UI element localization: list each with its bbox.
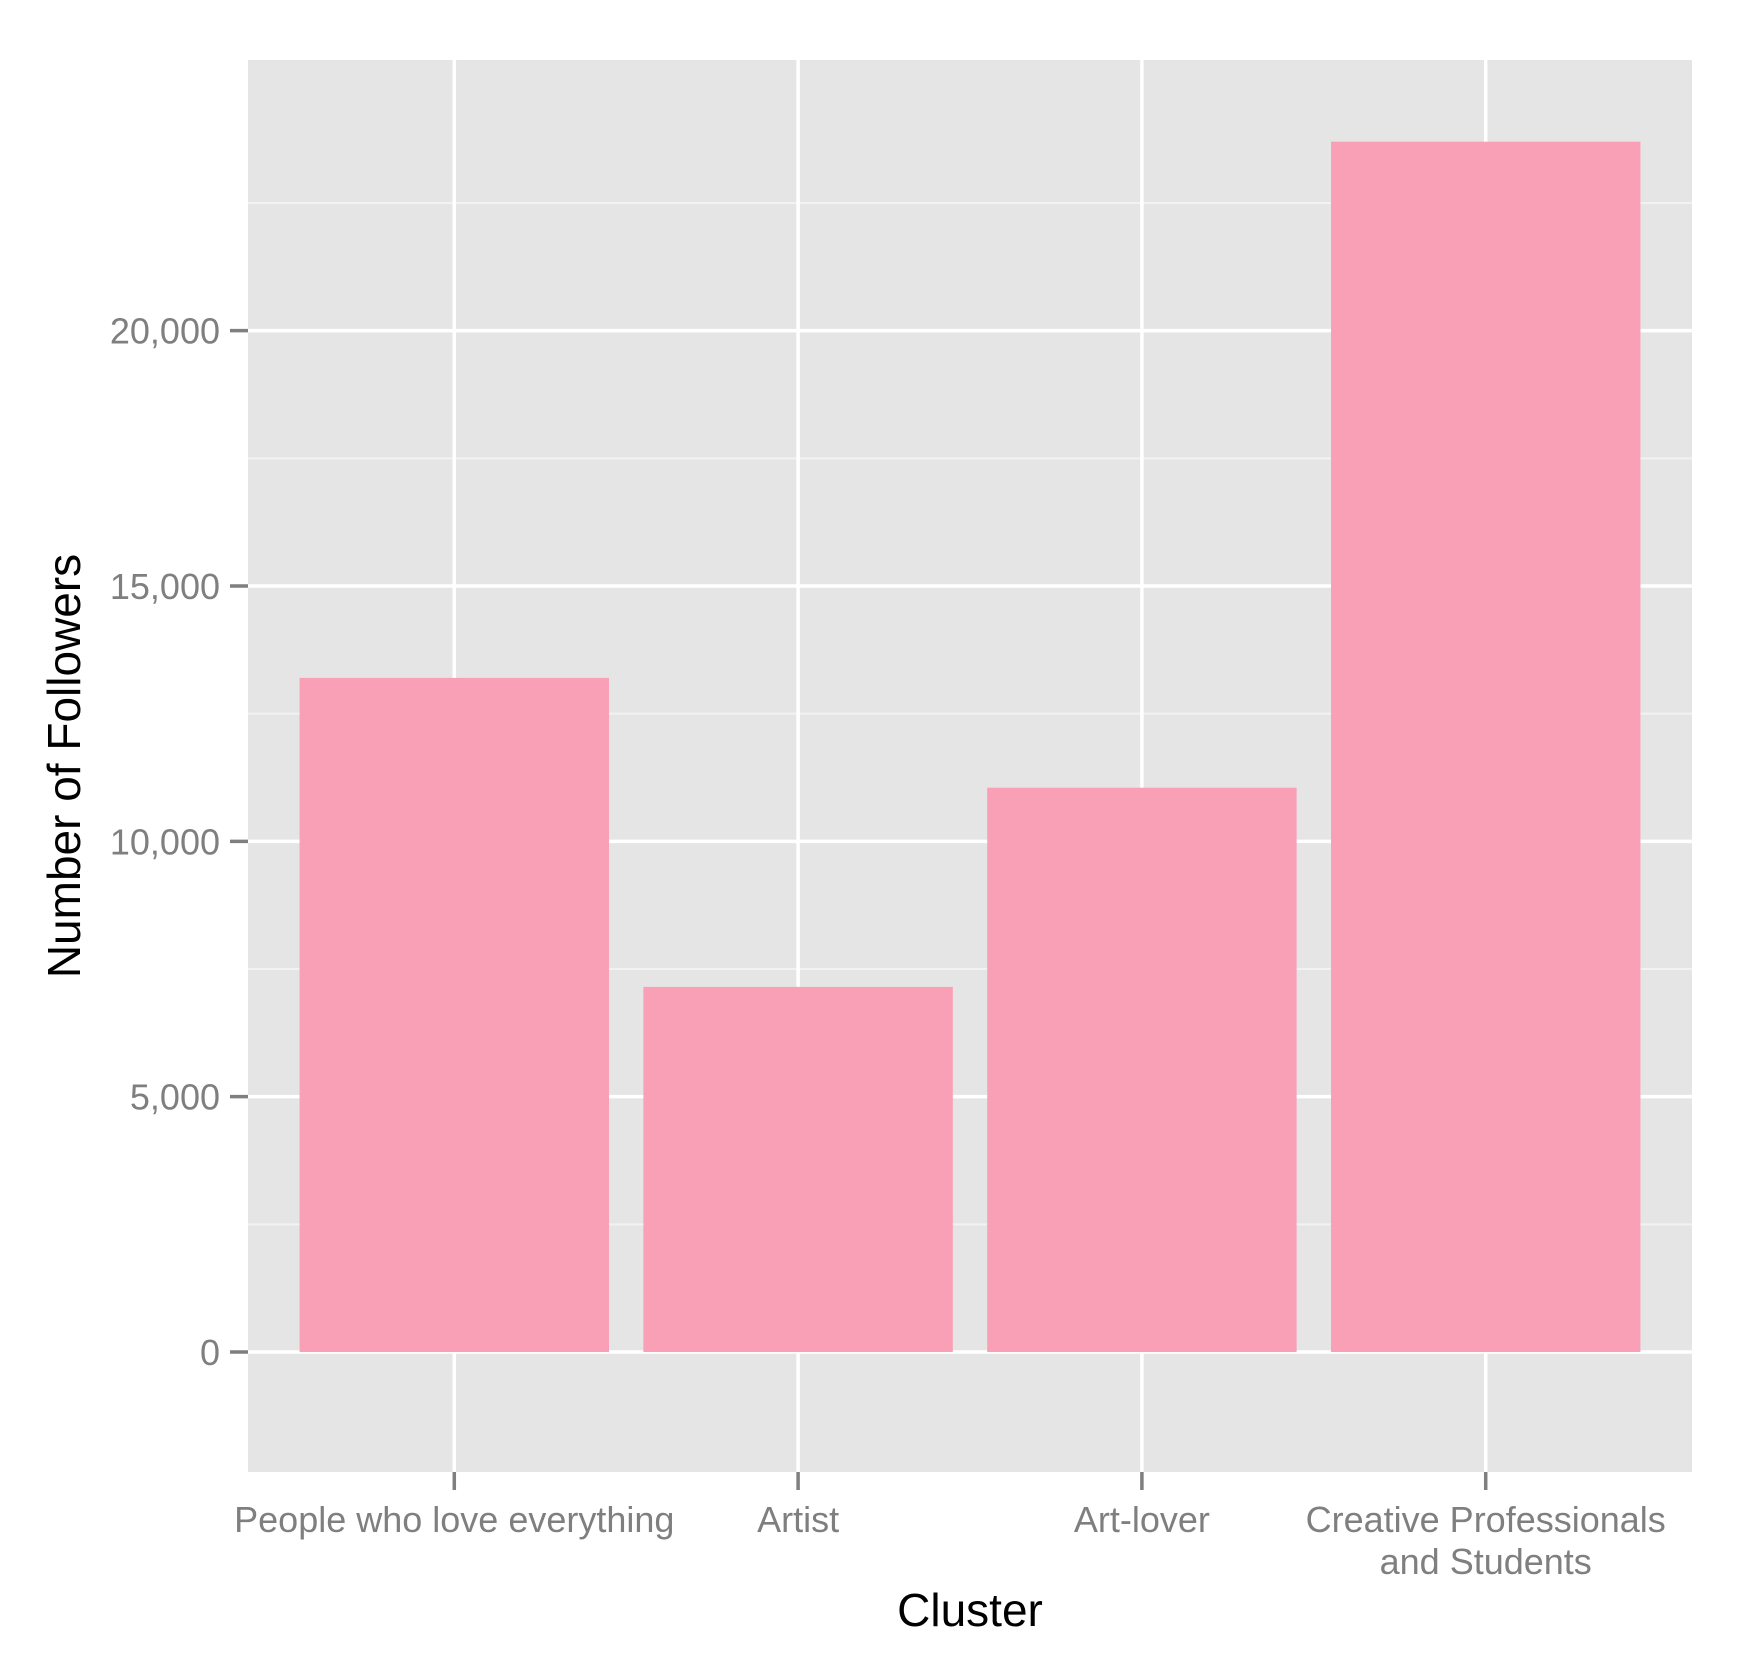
x-axis: People who love everything Artist Art-love… bbox=[234, 1472, 1666, 1582]
bar bbox=[1331, 141, 1641, 1352]
y-tick-label: 15,000 bbox=[110, 566, 220, 607]
x-tick-label-line: Artist bbox=[757, 1499, 839, 1540]
x-tick-label: People who love everything bbox=[234, 1499, 674, 1540]
x-tick-label: Artist bbox=[757, 1499, 839, 1540]
x-tick-label-line: People who love everything bbox=[234, 1499, 674, 1540]
bar bbox=[643, 986, 953, 1352]
x-tick-label: Creative Professionals and Students bbox=[1306, 1499, 1666, 1582]
y-axis: 0 5,000 10,000 15,000 20,000 bbox=[110, 311, 248, 1373]
y-axis-title: Number of Followers bbox=[38, 554, 90, 978]
x-tick-label-line: Art-lover bbox=[1074, 1499, 1210, 1540]
x-tick-label-line: Creative Professionals bbox=[1306, 1499, 1666, 1540]
x-tick-label-line: and Students bbox=[1380, 1541, 1592, 1582]
y-tick-label: 10,000 bbox=[110, 821, 220, 862]
y-tick-label: 0 bbox=[200, 1332, 220, 1373]
bars bbox=[299, 141, 1641, 1352]
y-tick-label: 20,000 bbox=[110, 311, 220, 352]
y-tick-label: 5,000 bbox=[130, 1077, 220, 1118]
x-tick-label: Art-lover bbox=[1074, 1499, 1210, 1540]
x-axis-title: Cluster bbox=[897, 1584, 1043, 1636]
bar bbox=[299, 677, 609, 1352]
bar bbox=[987, 787, 1297, 1352]
